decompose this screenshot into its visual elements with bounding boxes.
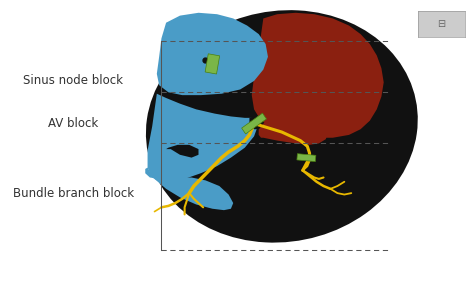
Polygon shape xyxy=(297,154,316,162)
Polygon shape xyxy=(242,113,266,134)
Text: Bundle branch block: Bundle branch block xyxy=(13,187,134,200)
Polygon shape xyxy=(252,13,384,138)
Text: Sinus node block: Sinus node block xyxy=(24,74,124,87)
Polygon shape xyxy=(147,94,259,182)
Polygon shape xyxy=(249,116,264,129)
Polygon shape xyxy=(157,13,268,95)
Polygon shape xyxy=(259,112,328,145)
Ellipse shape xyxy=(146,10,418,243)
Polygon shape xyxy=(205,54,219,74)
Text: AV block: AV block xyxy=(48,117,99,130)
Polygon shape xyxy=(166,145,199,158)
Polygon shape xyxy=(145,168,233,210)
